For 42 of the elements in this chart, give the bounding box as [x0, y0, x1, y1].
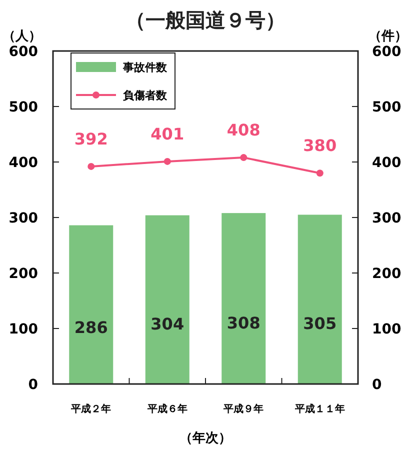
data-label: 401 [150, 124, 184, 144]
y-axis-title: （人） [2, 29, 42, 44]
x-axis-title: （年次） [180, 431, 232, 446]
y2-tick-label: 0 [372, 377, 382, 393]
data-label: 380 [303, 136, 337, 156]
point [240, 154, 248, 162]
x-tick-label: 平成２年 [70, 403, 112, 415]
y-tick-label: 300 [8, 210, 38, 226]
y2-tick-label: 600 [372, 44, 402, 60]
point [316, 170, 324, 177]
y-tick-label: 600 [8, 44, 38, 60]
y-tick-label: 400 [8, 155, 38, 171]
point [88, 162, 95, 170]
x-tick-label: 平成１１年 [294, 403, 345, 415]
y2-tick-label: 200 [372, 266, 402, 282]
legend-label: 負傷者数 [122, 89, 168, 102]
y2-axis-title: （件） [368, 29, 406, 44]
y2-tick-label: 500 [372, 100, 402, 116]
x-tick-label: 平成９年 [222, 403, 264, 415]
bar [222, 213, 266, 384]
data-label: 305 [303, 314, 337, 334]
事故件数: 286 304 308 305 [69, 213, 342, 384]
y-tick-label: 200 [8, 266, 38, 282]
x-tick-label: 平成６年 [146, 403, 188, 415]
bar [298, 214, 342, 384]
y2-tick-label: 400 [372, 155, 402, 171]
legend-label: 事故件数 [122, 61, 168, 74]
bar [69, 225, 114, 384]
bar [145, 215, 190, 384]
data-label: 408 [226, 120, 260, 140]
y2-tick-label: 100 [372, 322, 402, 338]
負傷者数: 392 401 408 380 [74, 120, 337, 177]
chart-title: （一般国道９号） [126, 8, 286, 32]
y2-tick-label: 300 [372, 210, 402, 226]
y-tick-label: 500 [8, 100, 38, 116]
data-label: 392 [74, 129, 108, 148]
data-label: 308 [226, 313, 260, 332]
data-label: 286 [74, 318, 108, 337]
y-tick-label: 100 [8, 322, 38, 338]
data-label: 304 [150, 314, 184, 334]
y-tick-label: 0 [28, 377, 38, 393]
point [164, 158, 171, 165]
